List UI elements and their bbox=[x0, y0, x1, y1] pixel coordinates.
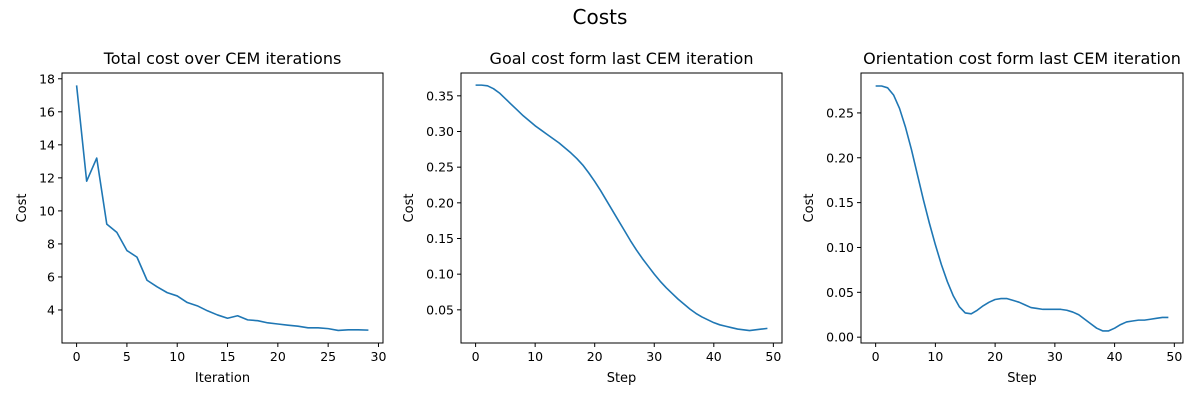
orientation-cost-y-tick-label: 0.20 bbox=[826, 150, 854, 165]
orientation-cost-x-tick-label: 10 bbox=[927, 349, 943, 364]
total-cost-y-tick-label: 10 bbox=[39, 203, 55, 218]
total-cost-x-tick-label: 20 bbox=[270, 349, 286, 364]
orientation-cost-axes-frame bbox=[860, 72, 1184, 344]
orientation-cost-x-tick-label: 30 bbox=[1047, 349, 1063, 364]
total-cost-y-tick-label: 6 bbox=[47, 269, 55, 284]
orientation-cost-x-axis-label: Step bbox=[1007, 371, 1037, 386]
goal-cost-y-tick-label: 0.05 bbox=[426, 302, 454, 317]
goal-cost-chart-title: Goal cost form last CEM iteration bbox=[490, 49, 754, 68]
goal-cost-x-tick-label: 0 bbox=[472, 349, 480, 364]
total-cost-y-tick-label: 4 bbox=[47, 302, 55, 317]
goal-cost-x-tick-label: 50 bbox=[765, 349, 781, 364]
goal-cost-x-tick-label: 20 bbox=[587, 349, 603, 364]
orientation-cost-y-tick-label: 0.10 bbox=[826, 240, 854, 255]
total-cost-x-tick-label: 10 bbox=[169, 349, 185, 364]
total-cost-x-tick-label: 15 bbox=[220, 349, 236, 364]
total-cost-chart: 0 5 10 15 20 25 30 4 6 8 10 12 14 16 18 Total cost over… bbox=[15, 49, 386, 386]
orientation-cost-y-tick-label: 0.25 bbox=[826, 105, 854, 120]
goal-cost-y-tick-label: 0.10 bbox=[426, 267, 454, 282]
goal-cost-series-line bbox=[475, 84, 768, 332]
total-cost-x-tick-label: 0 bbox=[73, 349, 81, 364]
total-cost-series-line bbox=[75, 85, 369, 332]
orientation-cost-y-tick-label: 0.00 bbox=[826, 330, 854, 345]
total-cost-y-tick-label: 18 bbox=[39, 71, 55, 86]
orientation-cost-y-tick-label: 0.05 bbox=[826, 285, 854, 300]
goal-cost-y-tick-label: 0.25 bbox=[426, 160, 454, 175]
total-cost-y-tick-label: 16 bbox=[39, 104, 55, 119]
goal-cost-axes-frame bbox=[460, 72, 783, 344]
total-cost-x-tick-label: 25 bbox=[320, 349, 336, 364]
orientation-cost-y-tick-label: 0.15 bbox=[826, 195, 854, 210]
goal-cost-chart: 0 10 20 30 40 50 0.05 0.10 0.15 0.20 0.25 0.30 0.35 G… bbox=[402, 49, 783, 386]
goal-cost-x-tick-label: 30 bbox=[646, 349, 662, 364]
total-cost-y-tick-label: 14 bbox=[39, 137, 55, 152]
goal-cost-x-tick-label: 40 bbox=[706, 349, 722, 364]
figure-title: Costs bbox=[573, 5, 628, 29]
goal-cost-y-tick-label: 0.35 bbox=[426, 88, 454, 103]
total-cost-x-tick-label: 5 bbox=[123, 349, 131, 364]
orientation-cost-series-line bbox=[875, 85, 1169, 332]
goal-cost-y-tick-label: 0.15 bbox=[426, 231, 454, 246]
goal-cost-x-tick-label: 10 bbox=[527, 349, 543, 364]
orientation-cost-x-tick-label: 20 bbox=[987, 349, 1003, 364]
orientation-cost-chart-title: Orientation cost form last CEM iteration bbox=[863, 49, 1181, 68]
orientation-cost-x-tick-label: 50 bbox=[1166, 349, 1182, 364]
goal-cost-y-tick-label: 0.30 bbox=[426, 124, 454, 139]
goal-cost-y-axis-label: Cost bbox=[402, 194, 417, 223]
orientation-cost-x-tick-label: 0 bbox=[872, 349, 880, 364]
total-cost-y-axis-label: Cost bbox=[15, 194, 30, 223]
goal-cost-x-axis-label: Step bbox=[607, 371, 637, 386]
total-cost-axes-frame bbox=[61, 72, 384, 344]
orientation-cost-x-tick-label: 40 bbox=[1107, 349, 1123, 364]
total-cost-x-tick-label: 30 bbox=[371, 349, 387, 364]
total-cost-y-tick-label: 12 bbox=[39, 170, 55, 185]
goal-cost-y-tick-label: 0.20 bbox=[426, 195, 454, 210]
orientation-cost-chart: 0 10 20 30 40 50 0.00 0.05 0.10 0.15 0.20 0.25 Orien… bbox=[802, 49, 1184, 386]
total-cost-x-axis-label: Iteration bbox=[195, 371, 250, 386]
total-cost-y-tick-label: 8 bbox=[47, 236, 55, 251]
total-cost-chart-title: Total cost over CEM iterations bbox=[103, 49, 342, 68]
orientation-cost-y-axis-label: Cost bbox=[802, 194, 817, 223]
